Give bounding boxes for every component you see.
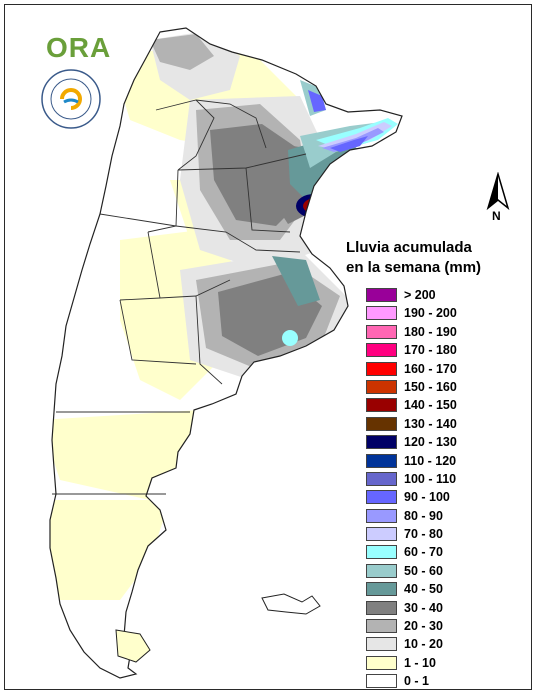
tierra-del-fuego bbox=[115, 629, 151, 663]
legend-swatch bbox=[366, 416, 397, 431]
legend-label: 140 - 150 bbox=[404, 398, 457, 413]
legend-swatch bbox=[366, 398, 397, 413]
legend-swatch bbox=[366, 288, 397, 302]
legend-swatch bbox=[366, 674, 397, 689]
legend-title-line2: en la semana (mm) bbox=[346, 259, 482, 276]
legend-swatch bbox=[366, 563, 397, 578]
legend-label: 40 - 50 bbox=[404, 582, 443, 597]
legend-label: 110 - 120 bbox=[404, 453, 457, 468]
legend-label: 0 - 1 bbox=[404, 674, 430, 689]
legend-label: 80 - 90 bbox=[404, 508, 443, 523]
malvinas-islands bbox=[261, 593, 321, 615]
ora-logo-text: ORA bbox=[46, 32, 112, 63]
legend-title: Lluvia acumulada en la semana (mm) bbox=[346, 238, 481, 278]
legend-label: 160 - 170 bbox=[404, 361, 457, 376]
legend-label: 190 - 200 bbox=[404, 306, 457, 321]
legend-label: 150 - 160 bbox=[404, 379, 457, 394]
legend-swatch bbox=[366, 582, 397, 597]
legend-swatch bbox=[366, 379, 397, 394]
legend-swatch bbox=[366, 306, 397, 321]
legend-label: 90 - 100 bbox=[404, 490, 450, 505]
legend-label: 170 - 180 bbox=[404, 343, 457, 358]
legend-swatch bbox=[366, 471, 397, 486]
ora-logo: ORA bbox=[46, 32, 111, 64]
legend-label: 20 - 30 bbox=[404, 619, 443, 634]
legend-swatch bbox=[366, 545, 397, 560]
legend-swatch bbox=[366, 435, 397, 450]
legend-swatch bbox=[366, 637, 397, 652]
legend-label: 60 - 70 bbox=[404, 545, 443, 560]
legend-label: 180 - 190 bbox=[404, 324, 457, 339]
legend-swatch bbox=[366, 655, 397, 670]
legend-swatch bbox=[366, 343, 397, 358]
north-label: N bbox=[492, 209, 501, 222]
legend-swatch bbox=[366, 490, 397, 505]
legend-label: 10 - 20 bbox=[404, 637, 443, 652]
legend-label: 30 - 40 bbox=[404, 600, 443, 615]
legend-swatch bbox=[366, 324, 397, 339]
legend-label: 1 - 10 bbox=[404, 655, 436, 670]
legend-swatch bbox=[366, 453, 397, 468]
legend-swatch bbox=[366, 361, 397, 376]
legend-label: 130 - 140 bbox=[404, 416, 457, 431]
legend-swatch bbox=[366, 619, 397, 634]
legend-label: > 200 bbox=[404, 288, 436, 302]
legend-label: 50 - 60 bbox=[404, 563, 443, 578]
legend-label: 120 - 130 bbox=[404, 435, 457, 450]
legend-label: 100 - 110 bbox=[404, 471, 457, 486]
north-arrow-icon: N bbox=[486, 172, 510, 222]
legend-title-line1: Lluvia acumulada bbox=[346, 239, 472, 256]
province-boundaries bbox=[52, 99, 307, 495]
legend-swatch bbox=[366, 600, 397, 615]
legend-label: 70 - 80 bbox=[404, 527, 443, 542]
smn-seal-icon bbox=[41, 69, 101, 129]
legend-swatch bbox=[366, 508, 397, 523]
legend-swatch bbox=[366, 527, 397, 542]
